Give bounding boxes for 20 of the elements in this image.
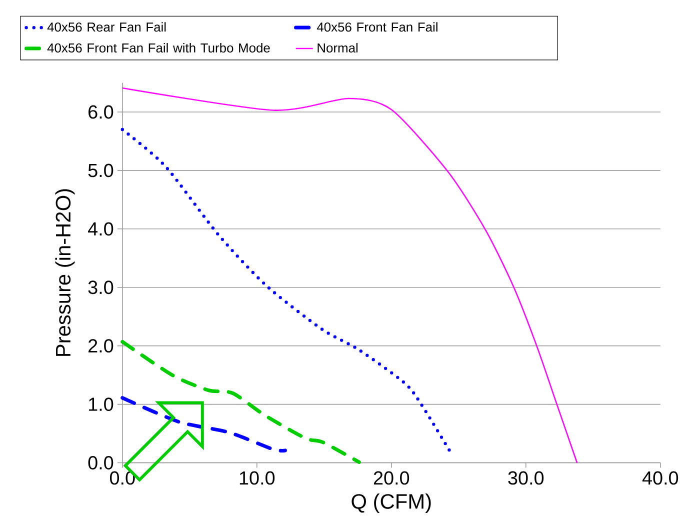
y-axis-title: Pressure (in-H2O)	[55, 189, 75, 356]
legend-label: Normal	[318, 43, 358, 53]
line-series	[122, 87, 578, 464]
legend-label: 40x56 Front Fan Fail	[316, 22, 438, 32]
x-tick-label: 10.0	[240, 471, 275, 485]
line-series	[120, 396, 287, 453]
x-tick-label: 30.0	[508, 471, 544, 485]
y-tick-label: 3.0	[88, 280, 114, 294]
y-tick-label: 6.0	[88, 105, 114, 119]
x-tick-label: 40.0	[642, 471, 678, 485]
legend-label: 40x56 Front Fan Fail with Turbo Mode	[47, 43, 270, 53]
y-tick-label: 4.0	[88, 222, 114, 236]
x-tick-label: 20.0	[374, 471, 410, 485]
y-tick-label: 2.0	[88, 339, 114, 353]
y-tick-label: 5.0	[88, 164, 114, 178]
legend-label: 40x56 Rear Fan Fail	[47, 22, 166, 32]
x-axis-title: Q (CFM)	[352, 494, 431, 514]
y-tick-label: 1.0	[89, 398, 114, 411]
line-series	[120, 340, 361, 464]
y-tick-label: 0.0	[88, 456, 114, 470]
